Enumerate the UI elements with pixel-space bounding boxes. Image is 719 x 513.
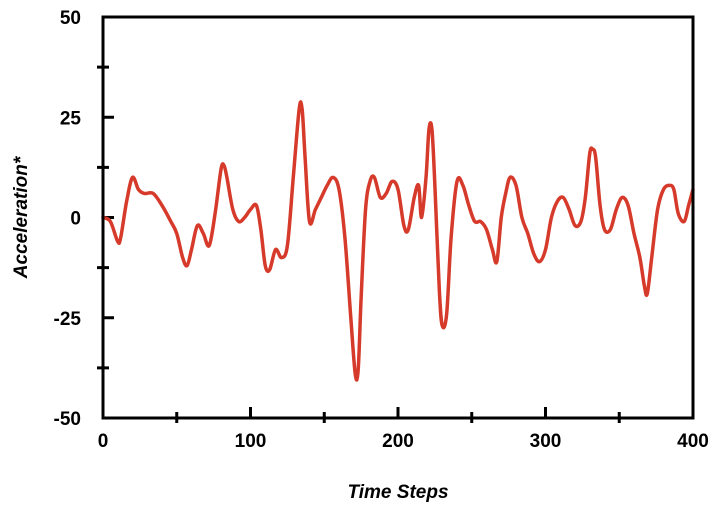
- x-tick-label: 0: [98, 431, 109, 452]
- y-axis-title: Acceleration*: [11, 155, 32, 279]
- x-tick-label: 400: [677, 431, 709, 452]
- y-tick-label: 25: [60, 108, 82, 129]
- x-tick-label: 100: [235, 431, 267, 452]
- y-tick-label: 0: [70, 209, 81, 230]
- acceleration-series-line: [101, 100, 695, 382]
- x-axis-title: Time Steps: [347, 482, 448, 503]
- y-tick-label: -50: [54, 409, 81, 430]
- x-tick-label: 200: [382, 431, 414, 452]
- y-tick-label: 50: [60, 8, 81, 29]
- plot-area-frame: [101, 15, 695, 420]
- tick-labels: 0 100 200 300 400 -50 -25 0 25 50: [54, 8, 709, 452]
- y-tick-label: -25: [54, 309, 82, 330]
- x-tick-label: 300: [530, 431, 562, 452]
